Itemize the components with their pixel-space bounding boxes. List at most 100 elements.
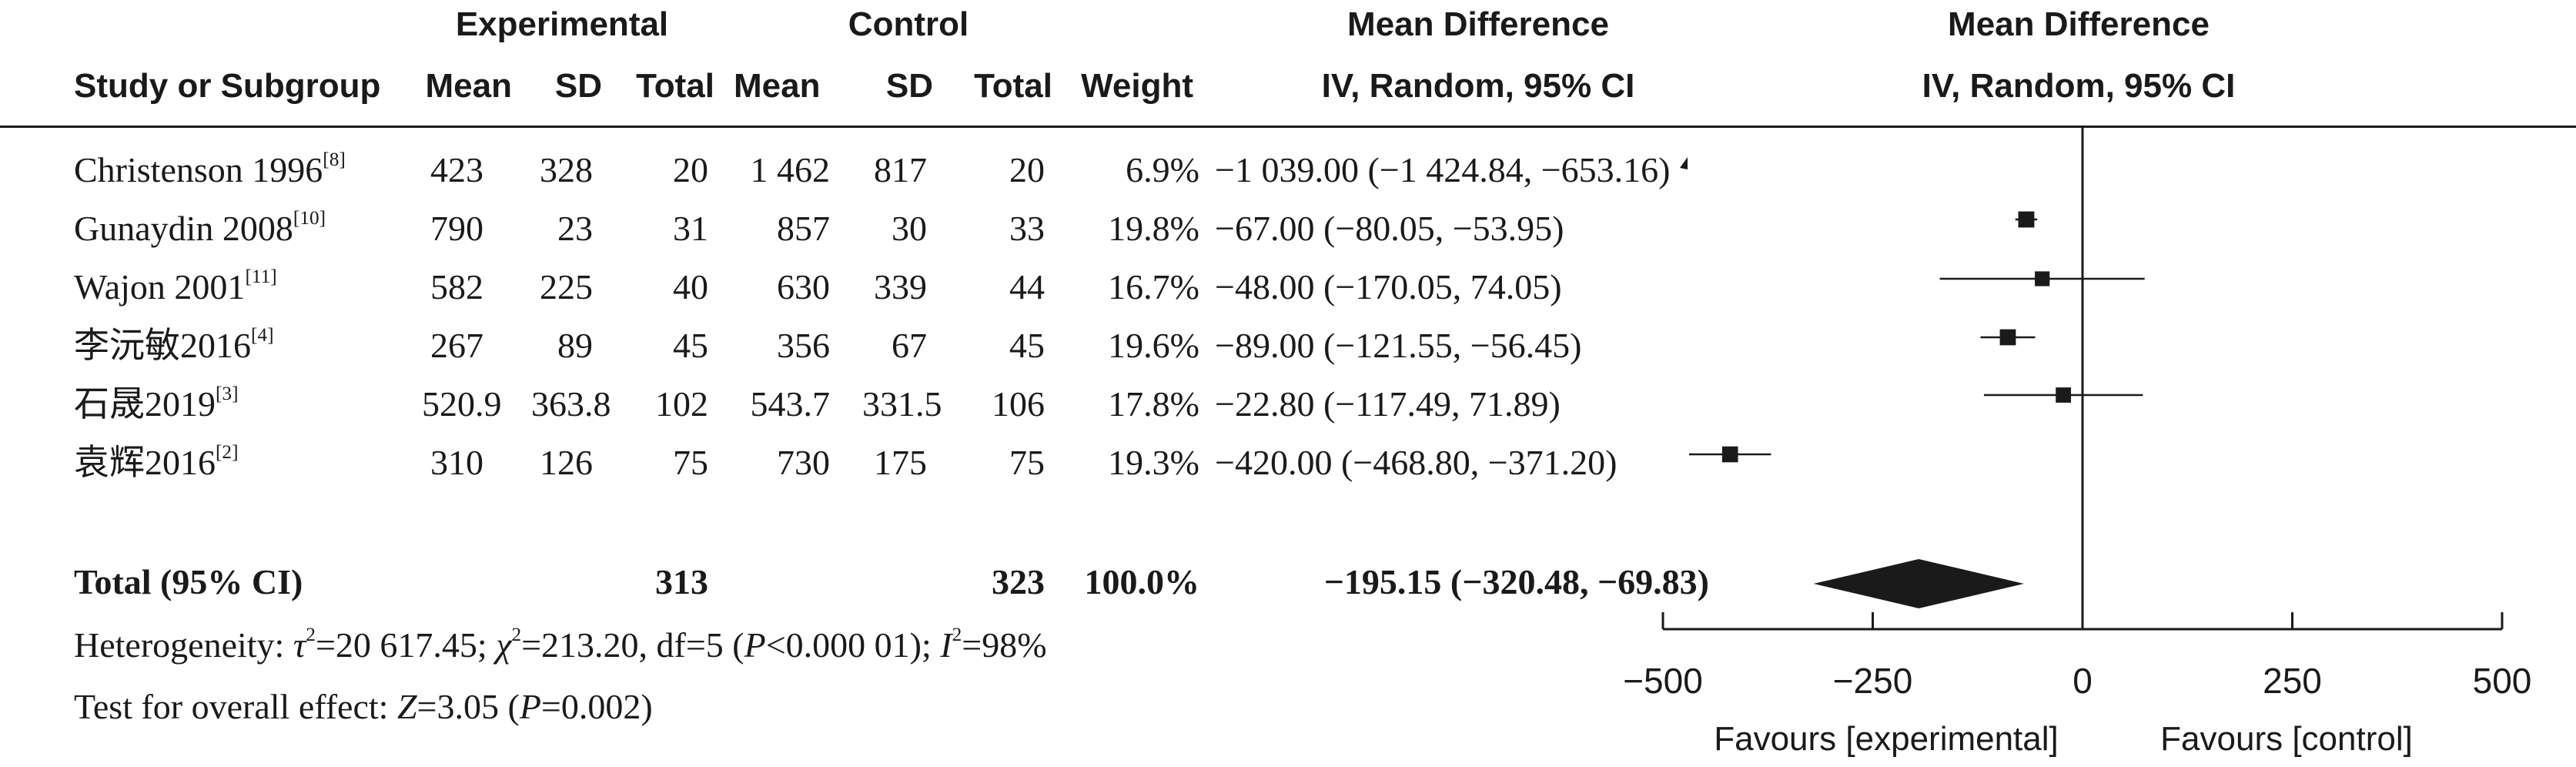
study-name: Gunaydin 2008[10] (74, 208, 326, 248)
header-md-subtitle-plot: IV, Random, 95% CI (1922, 67, 2236, 105)
study-reference: [4] (251, 323, 274, 346)
study-name-text: 李沅敏2016 (74, 326, 251, 365)
tau-value: =20 617.45; (315, 625, 497, 665)
x-tick-label: 500 (2473, 661, 2532, 701)
chi-symbol: χ (496, 625, 512, 665)
study-point (1721, 446, 1738, 463)
header-weight: Weight (1081, 67, 1193, 105)
weight: 16.7% (1108, 267, 1199, 306)
pooled-diamond (1813, 559, 2024, 608)
overall-p-symbol: P (519, 687, 541, 726)
mean-experimental: 790 (430, 209, 483, 248)
weight: 19.3% (1108, 443, 1199, 482)
header-total-control: Total (974, 67, 1052, 105)
ci-text: −22.80 (−117.49, 71.89) (1215, 384, 1561, 424)
ci-text: −67.00 (−80.05, −53.95) (1215, 209, 1564, 248)
total-experimental: 102 (655, 384, 708, 424)
study-name: 袁辉2016[2] (74, 442, 239, 482)
x-tick-label: 0 (2073, 661, 2093, 701)
study-point (2018, 211, 2035, 228)
header-control: Control (848, 5, 969, 43)
tau-exponent: 2 (306, 623, 316, 645)
mean-control: 630 (777, 267, 830, 306)
study-name: 李沅敏2016[4] (74, 325, 274, 365)
mean-control: 543.7 (750, 384, 831, 424)
overall-p-value: =0.002) (540, 687, 653, 726)
header-md-title-table: Mean Difference (1347, 5, 1609, 43)
z-symbol: Z (396, 687, 417, 726)
total-weight: 100.0% (1084, 562, 1200, 601)
total-control: 323 (992, 562, 1045, 601)
x-tick-label: −500 (1623, 661, 1703, 701)
ci-text: −48.00 (−170.05, 74.05) (1215, 267, 1562, 306)
ci-text: −420.00 (−468.80, −371.20) (1215, 443, 1618, 482)
overall-effect-text: Test for overall effect: Z=3.05 (P=0.002… (74, 689, 653, 725)
ci-text: −89.00 (−121.55, −56.45) (1215, 326, 1582, 365)
x-tick-label: −250 (1833, 661, 1913, 701)
total-control: 20 (1009, 150, 1045, 189)
sd-experimental: 328 (540, 150, 593, 189)
mean-experimental: 267 (430, 326, 483, 365)
study-name-text: 石晟2019 (74, 384, 216, 424)
off-scale-arrow (1680, 157, 1688, 169)
header-mean-experimental: Mean (425, 67, 512, 105)
p-symbol: P (744, 625, 766, 665)
header-rule (0, 126, 2576, 128)
heterogeneity-text: Heterogeneity: τ2=20 617.45; χ2=213.20, … (74, 625, 1047, 665)
sd-control: 175 (874, 443, 927, 482)
header-study: Study or Subgroup (74, 67, 381, 105)
total-experimental: 31 (673, 209, 708, 248)
mean-experimental: 582 (430, 267, 483, 306)
sd-experimental: 225 (540, 267, 593, 306)
study-name-text: Wajon 2001 (74, 267, 246, 306)
tau-symbol: τ (293, 625, 306, 665)
total-experimental: 40 (673, 267, 708, 306)
overall-prefix: Test for overall effect: (74, 687, 397, 726)
study-reference: [3] (216, 382, 239, 404)
weight: 19.6% (1108, 326, 1199, 365)
total-control: 75 (1009, 443, 1045, 482)
header-experimental: Experimental (455, 5, 669, 43)
total-experimental: 75 (673, 443, 708, 482)
mean-control: 730 (777, 443, 830, 482)
study-name: Wajon 2001[11] (74, 266, 277, 306)
mean-control: 356 (777, 326, 830, 365)
sd-control: 339 (874, 267, 927, 306)
total-ci-text: −195.15 (−320.48, −69.83) (1323, 562, 1709, 601)
study-name: 石晟2019[3] (74, 384, 239, 424)
header-sd-experimental: SD (554, 67, 602, 105)
p-value: <0.000 01); (765, 625, 941, 665)
sd-experimental: 126 (540, 443, 593, 482)
weight: 19.8% (1108, 209, 1199, 248)
heterogeneity-prefix: Heterogeneity: (74, 625, 293, 665)
i-exponent: 2 (952, 623, 962, 645)
i-value: =98% (962, 625, 1047, 665)
total-control: 33 (1009, 209, 1045, 248)
sd-experimental: 23 (557, 209, 593, 248)
sd-control: 67 (892, 326, 927, 365)
z-value: =3.05 ( (417, 687, 520, 726)
total-label: Total (95% CI) (74, 562, 303, 601)
favours-experimental: Favours [experimental] (1714, 720, 2059, 758)
ci-text: −1 039.00 (−1 424.84, −653.16) (1215, 150, 1671, 189)
header-md-subtitle-table: IV, Random, 95% CI (1321, 67, 1635, 105)
chi-value: =213.20, df=5 ( (521, 625, 744, 665)
study-reference: [2] (216, 440, 239, 463)
x-tick-label: 250 (2263, 661, 2322, 701)
chi-exponent: 2 (511, 623, 522, 645)
total-experimental: 313 (655, 562, 708, 601)
total-experimental: 20 (673, 150, 708, 189)
weight: 6.9% (1126, 150, 1199, 189)
study-point (2035, 271, 2050, 286)
total-control: 44 (1009, 267, 1045, 306)
study-name-text: Gunaydin 2008 (74, 209, 293, 248)
mean-experimental: 423 (430, 150, 483, 189)
mean-experimental: 310 (430, 443, 483, 482)
i-symbol: I (940, 625, 952, 665)
mean-control: 1 462 (750, 150, 831, 189)
study-name-text: 袁辉2016 (74, 443, 216, 482)
weight: 17.8% (1108, 384, 1199, 424)
mean-control: 857 (777, 209, 830, 248)
study-name-text: Christenson 1996 (74, 150, 323, 189)
